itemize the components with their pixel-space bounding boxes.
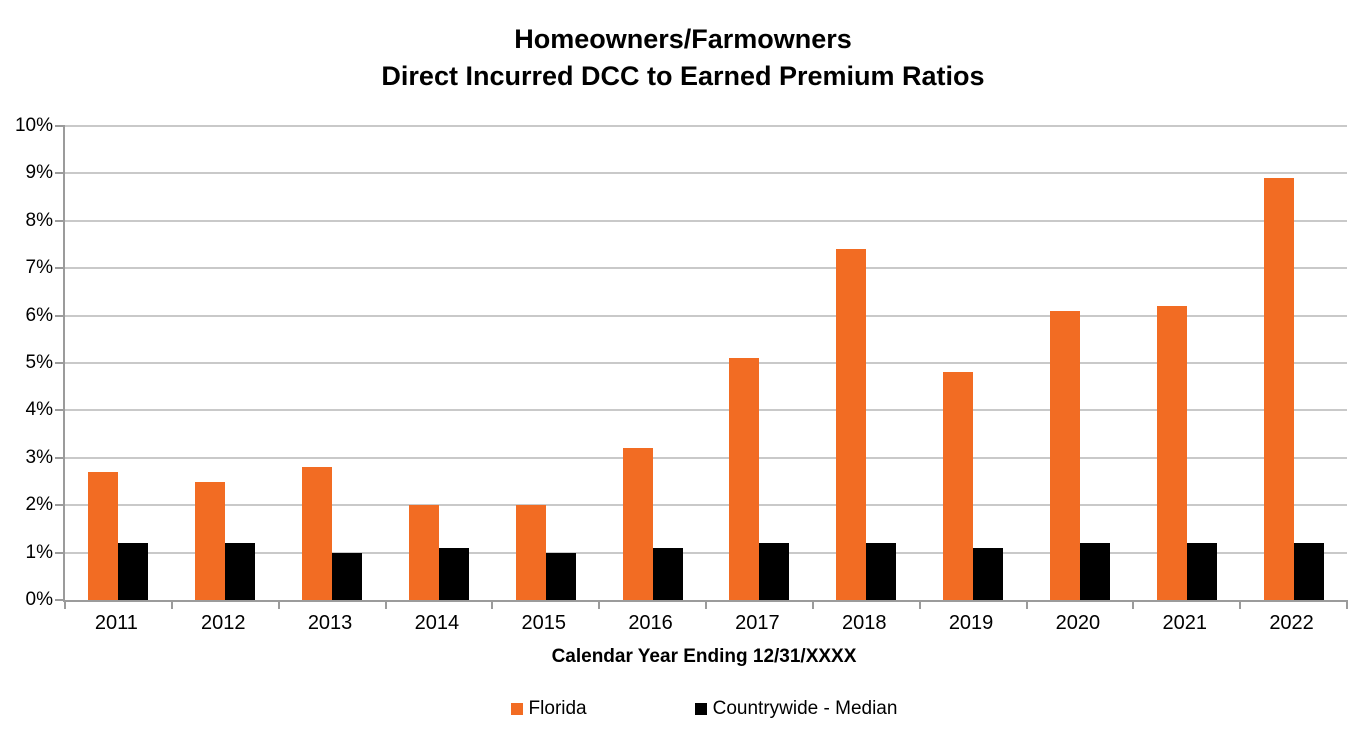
y-axis-tick bbox=[55, 125, 65, 127]
x-axis-tick bbox=[705, 600, 707, 609]
y-axis-label-5pct: 5% bbox=[25, 352, 53, 373]
legend-swatch-florida bbox=[510, 703, 523, 715]
x-axis-label-2017: 2017 bbox=[735, 612, 780, 634]
bar-florida-2016 bbox=[622, 448, 653, 600]
x-axis-label-2019: 2019 bbox=[948, 612, 994, 634]
bar-florida-2017 bbox=[729, 358, 760, 600]
legend-swatch-countrywide-median bbox=[694, 703, 707, 715]
x-axis-label-2022: 2022 bbox=[1269, 612, 1314, 634]
y-axis-label-3pct: 3% bbox=[25, 446, 53, 468]
y-axis-label-2pct: 2% bbox=[25, 494, 53, 516]
x-axis-tick bbox=[170, 600, 173, 609]
plot-area bbox=[55, 125, 1348, 609]
x-axis-tick bbox=[918, 600, 921, 609]
bar-florida-2022 bbox=[1263, 178, 1294, 600]
bar-florida-2012 bbox=[195, 481, 226, 600]
x-axis-label-2014: 2014 bbox=[414, 612, 460, 634]
x-axis-tick bbox=[1346, 600, 1348, 609]
y-axis-tick bbox=[55, 362, 65, 364]
x-axis-tick bbox=[491, 600, 494, 609]
bar-florida-2014 bbox=[408, 505, 439, 600]
x-axis-tick bbox=[384, 600, 387, 609]
bar-countrywide-median-2013 bbox=[332, 552, 363, 600]
chart-title-line-2: Direct Incurred DCC to Earned Premium Ra… bbox=[381, 61, 985, 91]
y-axis-tick bbox=[55, 409, 65, 412]
x-axis-tick bbox=[64, 600, 66, 609]
bar-countrywide-median-2017 bbox=[759, 543, 790, 600]
bar-countrywide-median-2012 bbox=[225, 543, 256, 600]
bar-florida-2019 bbox=[943, 372, 974, 600]
bar-countrywide-median-2021 bbox=[1186, 543, 1217, 600]
legend-label-countrywide-median: Countrywide - Median bbox=[712, 698, 898, 719]
bar-florida-2021 bbox=[1156, 306, 1187, 600]
y-axis-label-4pct: 4% bbox=[25, 399, 53, 421]
bar-countrywide-median-2019 bbox=[973, 547, 1004, 600]
y-axis-label-9pct: 9% bbox=[25, 162, 53, 184]
x-axis-title: Calendar Year Ending 12/31/XXXX bbox=[551, 646, 857, 667]
bar-countrywide-median-2011 bbox=[118, 543, 149, 600]
gridline-3pct bbox=[65, 456, 1347, 459]
bar-countrywide-median-2018 bbox=[866, 543, 897, 600]
gridline-9pct bbox=[65, 172, 1347, 175]
x-axis-tick bbox=[1132, 600, 1135, 609]
y-axis-label-0pct: 0% bbox=[25, 589, 53, 610]
y-axis-tick bbox=[55, 551, 65, 554]
x-axis-label-2012: 2012 bbox=[200, 612, 246, 634]
bar-countrywide-median-2015 bbox=[545, 552, 576, 600]
x-axis-label-2016: 2016 bbox=[628, 612, 673, 634]
y-axis-tick bbox=[55, 314, 65, 317]
x-axis-tick bbox=[1239, 600, 1242, 609]
bar-florida-2018 bbox=[836, 249, 867, 600]
x-axis-tick bbox=[598, 600, 601, 609]
x-axis-label-2021: 2021 bbox=[1162, 612, 1207, 634]
y-axis-tick bbox=[55, 219, 65, 222]
bar-countrywide-median-2020 bbox=[1079, 543, 1110, 600]
bar-countrywide-median-2016 bbox=[652, 547, 683, 600]
x-axis-label-2013: 2013 bbox=[307, 612, 353, 634]
bar-florida-2015 bbox=[515, 505, 546, 600]
legend-label-florida: Florida bbox=[528, 698, 587, 719]
x-axis-label-2011: 2011 bbox=[94, 612, 138, 634]
gridline-1pct bbox=[65, 551, 1347, 554]
bar-countrywide-median-2022 bbox=[1293, 543, 1324, 600]
y-axis-tick bbox=[55, 504, 65, 507]
y-axis-label-1pct: 1% bbox=[25, 541, 53, 563]
y-axis-label-6pct: 6% bbox=[25, 304, 53, 326]
bar-florida-2011 bbox=[88, 472, 119, 600]
x-axis-label-2020: 2020 bbox=[1055, 612, 1101, 634]
y-axis-tick bbox=[55, 172, 65, 175]
x-axis-tick bbox=[277, 600, 280, 609]
x-axis-tick bbox=[1025, 600, 1028, 609]
gridline-2pct bbox=[65, 504, 1347, 507]
gridline-7pct bbox=[65, 267, 1347, 270]
y-axis-label-10pct: 10% bbox=[14, 115, 53, 136]
y-axis-tick bbox=[55, 599, 65, 601]
bar-florida-2020 bbox=[1049, 310, 1080, 600]
chart-title-line-1: Homeowners/Farmowners bbox=[514, 24, 852, 54]
y-axis-tick bbox=[55, 267, 65, 270]
x-axis-label-2015: 2015 bbox=[521, 612, 566, 634]
bar-countrywide-median-2014 bbox=[438, 547, 469, 600]
x-axis-label-2018: 2018 bbox=[841, 612, 887, 634]
y-axis-label-7pct: 7% bbox=[25, 257, 53, 279]
bar-florida-2013 bbox=[302, 467, 333, 600]
gridline-6pct bbox=[65, 314, 1347, 317]
x-axis-tick bbox=[811, 600, 814, 609]
gridline-5pct bbox=[65, 362, 1347, 364]
gridline-8pct bbox=[65, 219, 1347, 222]
legend: Florida Countrywide - Median bbox=[63, 698, 1345, 720]
y-axis-tick bbox=[55, 456, 65, 459]
legend-item-florida: Florida bbox=[510, 698, 587, 720]
gridline-10pct bbox=[65, 125, 1347, 127]
chart-title: Homeowners/Farmowners Direct Incurred DC… bbox=[0, 21, 1366, 95]
legend-item-countrywide-median: Countrywide - Median bbox=[694, 698, 898, 720]
gridline-4pct bbox=[65, 409, 1347, 412]
y-axis-label-8pct: 8% bbox=[25, 209, 53, 231]
